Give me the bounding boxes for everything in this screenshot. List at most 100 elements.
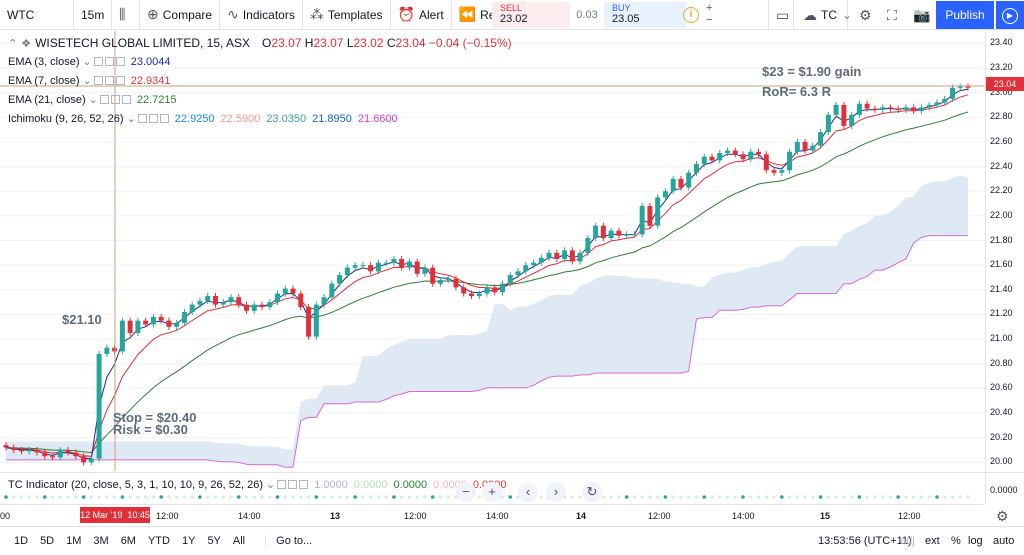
zoom-in-button[interactable]: + — [482, 482, 502, 502]
settings-icon[interactable] — [148, 114, 158, 123]
candle-body — [3, 445, 9, 448]
time-axis-label: 12:00 — [898, 511, 921, 521]
axis-settings-icon[interactable]: ⚙ — [996, 508, 1009, 524]
scroll-right-button[interactable]: › — [546, 482, 566, 502]
range-button[interactable]: YTD — [147, 535, 170, 547]
goto-button[interactable]: Go to... — [265, 535, 312, 547]
price-axis-label: 22.00 — [990, 209, 1013, 220]
quantity-stepper[interactable]: + − — [706, 2, 712, 26]
price-axis-label: 21.80 — [990, 234, 1013, 245]
eye-icon[interactable] — [137, 114, 147, 123]
minus-icon[interactable]: − — [706, 14, 713, 26]
zoom-out-button[interactable]: − — [456, 482, 476, 502]
candle-body — [422, 267, 428, 274]
reset-button[interactable]: ↻ — [582, 482, 602, 502]
collapse-icon[interactable]: ⌃ — [8, 37, 18, 50]
buy-button[interactable]: BUY 23.05 — [604, 2, 686, 28]
candle-body — [19, 450, 25, 452]
ext-toggle[interactable]: ext — [925, 535, 940, 547]
sell-button[interactable]: SELL 23.02 — [492, 2, 570, 28]
gear-icon: ⚙ — [859, 6, 872, 23]
eye-icon[interactable] — [93, 57, 103, 66]
range-button[interactable]: 1Y — [181, 535, 196, 547]
spread-value: 0.03 — [576, 9, 598, 21]
ema7-legend[interactable]: EMA (7, close) ⌄ 22.9341 — [8, 74, 171, 88]
tc-dot — [826, 495, 831, 499]
candle-body — [259, 304, 265, 308]
range-button[interactable]: All — [232, 535, 246, 547]
candle-body — [949, 87, 955, 99]
close-icon[interactable] — [115, 57, 125, 66]
close-icon[interactable] — [121, 95, 131, 104]
eye-icon[interactable] — [277, 480, 287, 489]
tc-dot — [694, 495, 699, 499]
range-button[interactable]: 3M — [93, 535, 109, 547]
range-button[interactable]: 5Y — [207, 535, 221, 547]
fullscreen-button[interactable]: ⛶ — [880, 0, 908, 30]
candle-body — [461, 287, 467, 294]
candle-body — [531, 262, 537, 266]
layout-button[interactable]: ☁ TC ⌄ — [796, 0, 852, 30]
candle-body — [445, 278, 451, 280]
range-button[interactable]: 5D — [40, 535, 55, 547]
ema3-legend[interactable]: EMA (3, close) ⌄ 23.0044 — [8, 55, 171, 69]
ema21-legend[interactable]: EMA (21, close) ⌄ 22.7215 — [8, 93, 177, 107]
range-button[interactable]: 1D — [14, 535, 29, 547]
tc-dot — [438, 495, 443, 499]
templates-button[interactable]: ⁂ Templates — [303, 0, 391, 30]
time-axis[interactable]: 00 12:00 14:00 13 12:00 14:00 14 12:00 14:00 15 12… — [0, 504, 985, 526]
logo-icon: ❖ — [21, 37, 32, 50]
time-axis-label: 00 — [0, 511, 11, 521]
close-icon[interactable] — [299, 480, 309, 489]
settings-icon[interactable] — [288, 480, 298, 489]
interval-button[interactable]: 15m — [74, 0, 112, 30]
play-button[interactable]: ▶ — [996, 1, 1024, 29]
tc-dot — [663, 495, 668, 499]
price-axis-label: 21.00 — [990, 333, 1013, 344]
adj-toggle[interactable]: adj — [900, 535, 915, 547]
settings-icon[interactable] — [104, 57, 114, 66]
tc-dot — [904, 495, 908, 499]
chart-pane[interactable] — [0, 31, 985, 471]
scroll-left-button[interactable]: ‹ — [518, 482, 538, 502]
log-toggle[interactable]: log — [968, 535, 983, 547]
tc-dot — [935, 495, 939, 499]
eye-icon[interactable] — [93, 76, 103, 85]
fullscreen-rect-button[interactable]: ▭ — [768, 0, 794, 30]
candle-body — [515, 271, 521, 276]
tc-dot — [756, 495, 761, 499]
indicators-button[interactable]: ∿ Indicators — [220, 0, 303, 30]
candle-body — [57, 450, 63, 458]
auto-toggle[interactable]: auto — [993, 535, 1015, 547]
publish-button[interactable]: Publish — [936, 1, 994, 29]
time-axis-label: 14:00 — [732, 511, 755, 521]
range-button[interactable]: 1M — [66, 535, 82, 547]
clock[interactable]: 13:53:56 (UTC+11) — [818, 535, 912, 547]
candle-body — [763, 154, 769, 171]
close-icon[interactable] — [115, 76, 125, 85]
plus-icon[interactable]: + — [706, 2, 713, 14]
tc-dot — [120, 495, 125, 499]
settings-icon[interactable] — [104, 76, 114, 85]
settings-button[interactable]: ⚙ — [852, 0, 883, 30]
eye-icon[interactable] — [99, 95, 109, 104]
tc-dot — [213, 495, 218, 499]
price-axis[interactable]: 23.40 23.20 23.00 22.80 22.60 22.40 22.20 22.00… — [985, 31, 1024, 471]
settings-icon[interactable] — [110, 95, 120, 104]
candle-body — [523, 265, 529, 272]
snapshot-button[interactable]: 📷 — [906, 0, 941, 30]
percent-toggle[interactable]: % — [951, 535, 961, 547]
open-label: O — [262, 36, 272, 50]
tc-dot — [361, 495, 365, 499]
fullscreen-icon: ⛶ — [887, 6, 897, 23]
alert-button[interactable]: ⏰ Alert — [391, 0, 452, 30]
compare-button[interactable]: ⊕ Compare — [140, 0, 221, 30]
close-icon[interactable] — [159, 114, 169, 123]
chart-style-button[interactable]: ⫼ — [112, 0, 140, 30]
candle-body — [321, 297, 327, 305]
info-icon[interactable]: i — [683, 7, 699, 23]
range-button[interactable]: 6M — [120, 535, 136, 547]
price-axis-label: 23.40 — [990, 37, 1013, 48]
ichimoku-legend[interactable]: Ichimoku (9, 26, 52, 26) ⌄ 22.9250 22.590… — [8, 112, 398, 126]
symbol-search[interactable]: WTC — [0, 0, 74, 30]
